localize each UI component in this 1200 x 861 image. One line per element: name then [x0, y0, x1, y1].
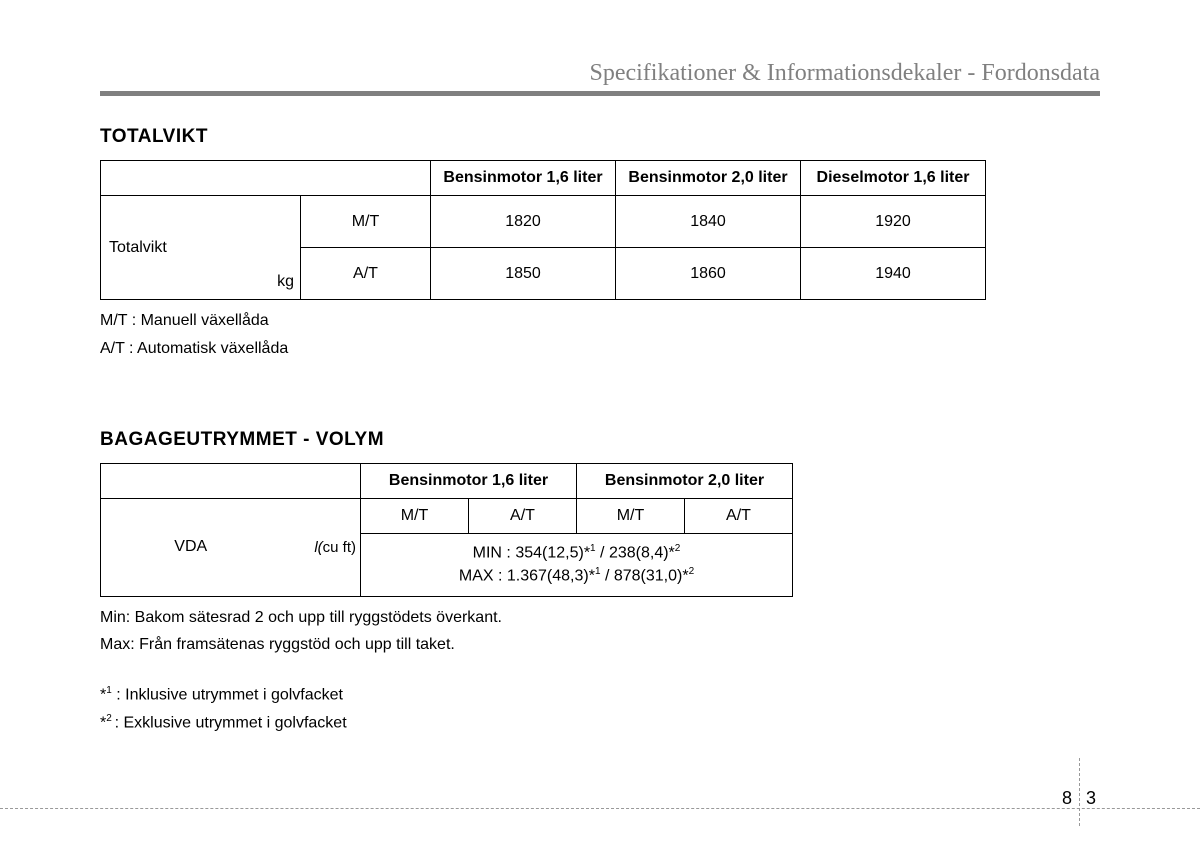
t2-max-line: MAX : 1.367(48,3)*1 / 878(31,0)*2 — [371, 565, 782, 588]
t2-col2: Bensinmotor 2,0 liter — [577, 464, 793, 499]
t2-unit-l: l( — [314, 539, 322, 556]
t2-col1: Bensinmotor 1,6 liter — [361, 464, 577, 499]
t1-rowlabel: Totalvikt — [101, 196, 251, 300]
t1-col3: Dieselmotor 1,6 liter — [801, 161, 986, 196]
page-header: Specifikationer & Informationsdekaler - … — [100, 60, 1100, 96]
t2-sub4: A/T — [685, 499, 793, 534]
t1-blank-header — [101, 161, 431, 196]
t2-minmax-cell: MIN : 354(12,5)*1 / 238(8,4)*2 MAX : 1.3… — [361, 534, 793, 596]
t2-foot2: *2 : Exklusive utrymmet i golvfacket — [100, 712, 1100, 734]
totalvikt-table: Bensinmotor 1,6 liter Bensinmotor 2,0 li… — [100, 160, 986, 300]
t1-col2: Bensinmotor 2,0 liter — [616, 161, 801, 196]
t1-r1-v1: 1820 — [431, 196, 616, 248]
t1-legend1: M/T : Manuell växellåda — [100, 310, 1100, 332]
section1-title: TOTALVIKT — [100, 126, 1100, 148]
t1-r2-trans: A/T — [301, 248, 431, 300]
t1-r2-v1: 1850 — [431, 248, 616, 300]
page-footer: 8 3 — [0, 808, 1200, 821]
header-title: Specifikationer & Informationsdekaler - … — [100, 60, 1100, 91]
t1-r1-v2: 1840 — [616, 196, 801, 248]
page-divider — [1079, 758, 1080, 826]
t2-note2: Max: Från framsätenas ryggstöd och upp t… — [100, 634, 1100, 656]
t2-unit2: cu ft) — [323, 539, 356, 556]
t1-r2-v2: 1860 — [616, 248, 801, 300]
t2-vda: VDA — [101, 499, 281, 596]
t1-col1: Bensinmotor 1,6 liter — [431, 161, 616, 196]
page-number: 3 — [1086, 788, 1096, 809]
bagage-table: Bensinmotor 1,6 liter Bensinmotor 2,0 li… — [100, 463, 793, 596]
t1-r2-v3: 1940 — [801, 248, 986, 300]
t1-legend2: A/T : Automatisk växellåda — [100, 338, 1100, 360]
t1-r1-v3: 1920 — [801, 196, 986, 248]
t2-note1: Min: Bakom sätesrad 2 och upp till ryggs… — [100, 607, 1100, 629]
t1-unit: kg — [251, 196, 301, 300]
t2-sub2: A/T — [469, 499, 577, 534]
header-rule — [100, 91, 1100, 96]
t2-foot1: *1 : Inklusive utrymmet i golvfacket — [100, 684, 1100, 706]
t2-sub1: M/T — [361, 499, 469, 534]
t2-blank — [101, 464, 361, 499]
chapter-number: 8 — [1062, 788, 1072, 809]
t2-min-line: MIN : 354(12,5)*1 / 238(8,4)*2 — [371, 542, 782, 565]
t2-unit-cell: l(cu ft) — [281, 499, 361, 596]
section2-title: BAGAGEUTRYMMET - VOLYM — [100, 429, 1100, 451]
t2-sub3: M/T — [577, 499, 685, 534]
t1-r1-trans: M/T — [301, 196, 431, 248]
